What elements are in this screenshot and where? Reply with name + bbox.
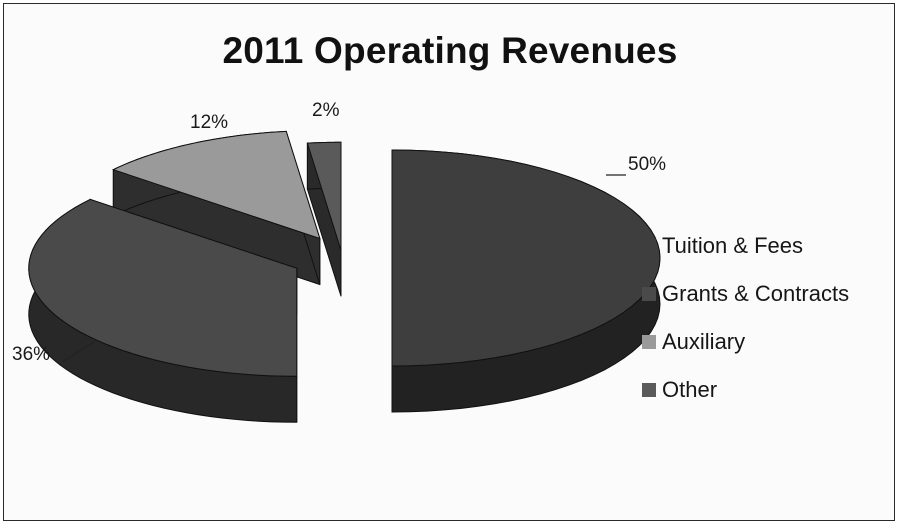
legend-swatch: [642, 335, 656, 349]
data-label: 36%: [12, 344, 50, 365]
legend-item-tuition: Tuition & Fees: [642, 222, 849, 270]
legend-swatch: [642, 239, 656, 253]
legend-item-auxiliary: Auxiliary: [642, 318, 849, 366]
legend: Tuition & Fees Grants & Contracts Auxili…: [642, 222, 849, 414]
legend-swatch: [642, 287, 656, 301]
legend-label: Grants & Contracts: [662, 281, 849, 307]
legend-item-other: Other: [642, 366, 849, 414]
legend-item-grants: Grants & Contracts: [642, 270, 849, 318]
data-label: 50%: [628, 154, 666, 175]
pie-slice-tuition-fees: [392, 150, 660, 412]
legend-label: Auxiliary: [662, 329, 745, 355]
data-label: 2%: [312, 100, 340, 121]
data-label: 12%: [190, 112, 228, 133]
legend-label: Tuition & Fees: [662, 233, 803, 259]
legend-label: Other: [662, 377, 717, 403]
legend-swatch: [642, 383, 656, 397]
